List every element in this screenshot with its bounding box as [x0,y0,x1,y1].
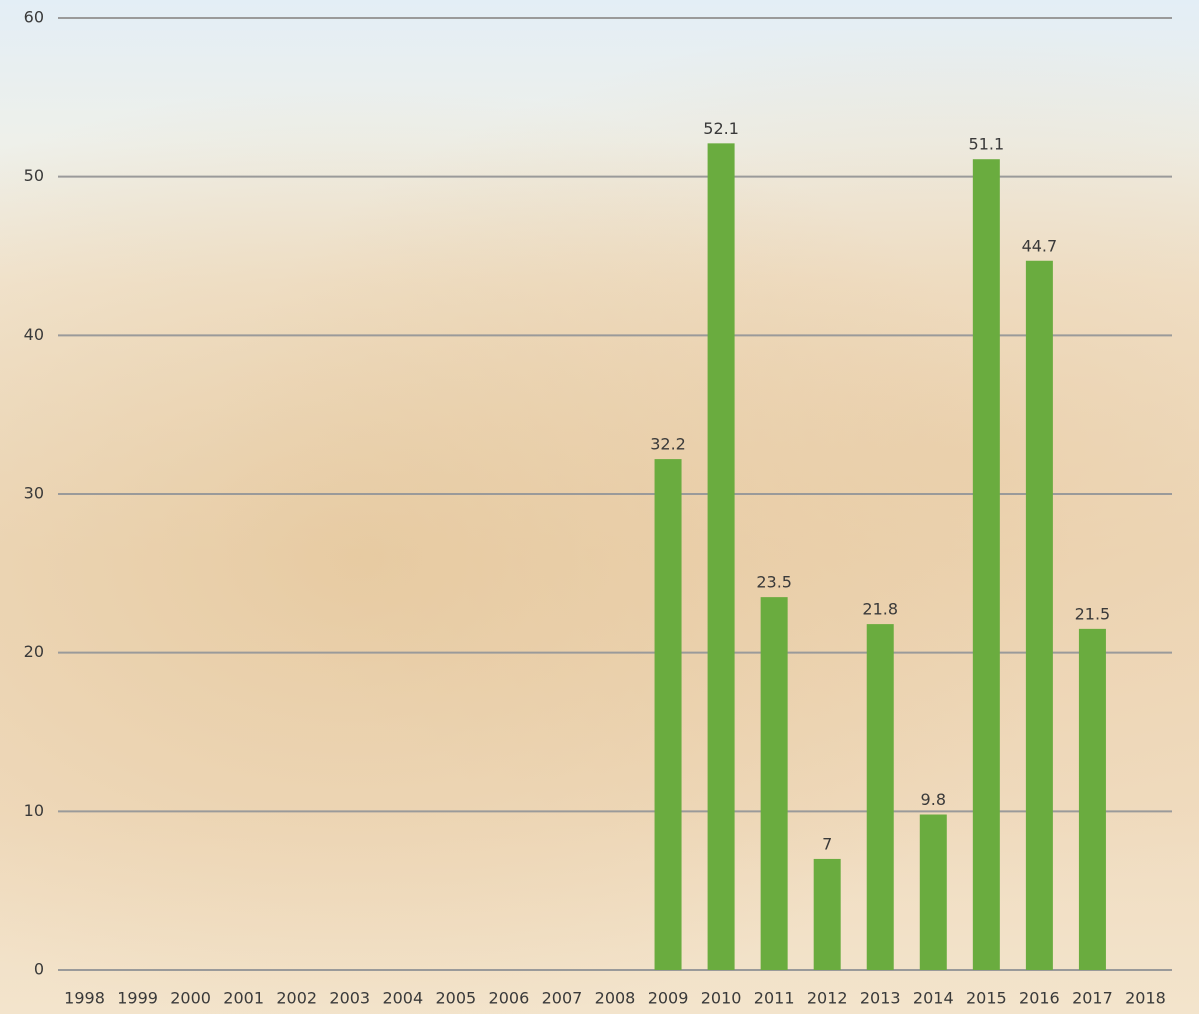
x-tick-label: 1998 [64,989,105,1008]
x-tick-label: 2017 [1072,989,1113,1008]
x-tick-label: 2016 [1019,989,1060,1008]
y-tick-label: 30 [24,484,44,503]
x-tick-label: 2010 [701,989,742,1008]
bar [1025,260,1053,970]
y-tick-label: 40 [24,325,44,344]
x-tick-label: 2004 [382,989,423,1008]
data-label: 52.1 [703,119,739,138]
data-label: 9.8 [921,790,946,809]
data-label: 44.7 [1022,236,1058,255]
x-tick-label: 2001 [223,989,264,1008]
data-label: 21.5 [1075,604,1111,623]
x-tick-label: 2018 [1125,989,1166,1008]
bar [760,597,788,970]
x-tick-label: 1999 [117,989,158,1008]
y-tick-label: 50 [24,166,44,185]
x-tick-label: 2014 [913,989,954,1008]
data-label: 23.5 [756,573,792,592]
data-label: 51.1 [969,135,1005,154]
bar [972,159,1000,971]
x-tick-label: 2006 [489,989,530,1008]
x-tick-label: 2005 [435,989,476,1008]
x-tick-label: 2002 [276,989,317,1008]
x-tick-label: 2012 [807,989,848,1008]
bar [813,858,841,970]
bar [1078,628,1106,970]
data-label: 7 [822,834,832,853]
bar [654,459,682,970]
x-tick-label: 2011 [754,989,795,1008]
data-label: 21.8 [862,600,898,619]
bar [866,624,894,970]
y-tick-label: 20 [24,642,44,661]
x-tick-label: 2007 [542,989,583,1008]
data-label: 32.2 [650,435,686,454]
y-tick-label: 0 [34,960,44,979]
bar [919,814,947,970]
x-tick-label: 2015 [966,989,1007,1008]
x-tick-label: 2008 [595,989,636,1008]
x-tick-label: 2003 [329,989,370,1008]
x-tick-label: 2013 [860,989,901,1008]
bar [707,143,735,970]
y-tick-label: 60 [24,8,44,27]
y-tick-label: 10 [24,801,44,820]
x-tick-label: 2009 [648,989,689,1008]
x-tick-label: 2000 [170,989,211,1008]
